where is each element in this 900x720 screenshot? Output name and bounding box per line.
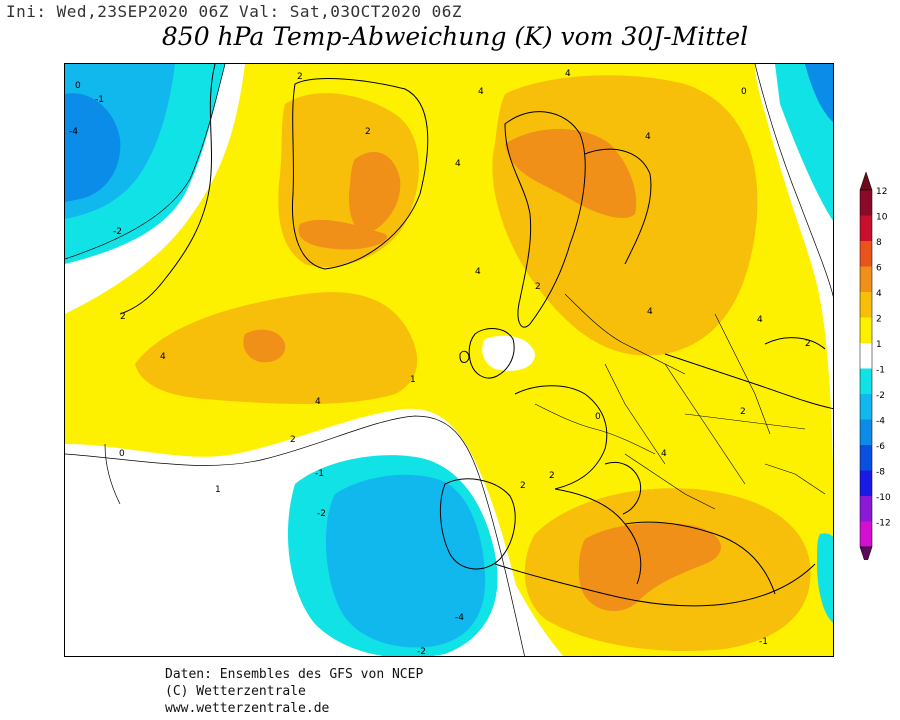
cyan-east — [775, 64, 833, 221]
lightblue-iberian-sea — [325, 474, 486, 648]
contour-labels: 0 -1 -4 -2 2 4 2 4 1 1 0 -1 -2 -4 -2 4 4… — [69, 69, 811, 657]
anomaly-map: 0 -1 -4 -2 2 4 2 4 1 1 0 -1 -2 -4 -2 4 4… — [64, 63, 834, 657]
country-borders — [534, 293, 826, 510]
contour-label: 4 — [647, 307, 653, 317]
legend-swatch — [860, 445, 872, 471]
legend-swatch — [860, 521, 872, 547]
legend-label: 10 — [876, 213, 888, 223]
cyan-southeast — [817, 533, 833, 623]
contour-label: -1 — [759, 637, 768, 647]
legend-swatch — [860, 215, 872, 241]
contour-label: -4 — [455, 613, 464, 623]
chart-title: 850 hPa Temp-Abweichung (K) vom 30J-Mitt… — [161, 22, 749, 51]
contour-label: 4 — [160, 352, 166, 362]
contour-label: 2 — [290, 435, 296, 445]
contour-label: 1 — [215, 485, 221, 495]
legend-swatch — [860, 241, 872, 267]
contour-label: 4 — [565, 69, 571, 79]
legend-label: 6 — [876, 264, 882, 274]
contour-lines — [65, 64, 833, 656]
legend-swatch — [860, 190, 872, 216]
legend-swatch — [860, 496, 872, 522]
blue-canada — [65, 93, 121, 202]
contour-label: 4 — [455, 159, 461, 169]
credits-data-source: Daten: Ensembles des GFS von NCEP — [165, 667, 424, 682]
contour-label: 2 — [297, 72, 303, 82]
legend-label: -1 — [876, 366, 885, 376]
legend-swatch — [860, 470, 872, 496]
legend-label: -4 — [876, 417, 885, 427]
legend-label: 4 — [876, 289, 882, 299]
credits-website: www.wetterzentrale.de — [165, 701, 330, 716]
contour-label: 1 — [410, 375, 416, 385]
legend-swatch — [860, 266, 872, 292]
orange-scandinavia — [505, 129, 637, 219]
legend-swatch — [860, 394, 872, 420]
contour-label: 0 — [75, 81, 81, 91]
contour-label: -1 — [95, 95, 104, 105]
legend-swatch — [860, 292, 872, 318]
legend-arrow-top — [859, 171, 873, 191]
contour-label: 4 — [757, 315, 763, 325]
orange-mediterranean — [578, 522, 722, 612]
orange-greenland-south — [298, 219, 387, 250]
legend-scale: 12 10 8 6 4 2 1 -1 -2 -4 -6 -8 -10 -12 — [859, 171, 891, 560]
legend-label: -8 — [876, 468, 885, 478]
orange-atlantic — [243, 329, 286, 363]
contour-label: 4 — [475, 267, 481, 277]
contour-label: 2 — [549, 471, 555, 481]
init-valid-time: Ini: Wed,23SEP2020 06Z Val: Sat,03OCT202… — [6, 2, 462, 21]
legend-arrow-bottom — [859, 546, 873, 560]
legend-swatch — [860, 419, 872, 445]
legend-label: -2 — [876, 391, 885, 401]
credits-copyright: (C) Wetterzentrale — [165, 684, 306, 699]
coastlines — [119, 64, 833, 607]
map-canvas: 0 -1 -4 -2 2 4 2 4 1 1 0 -1 -2 -4 -2 4 4… — [65, 64, 833, 657]
contour-label: 2 — [535, 282, 541, 292]
contour-label: -4 — [69, 127, 78, 137]
contour-label: 2 — [365, 127, 371, 137]
contour-label: 2 — [805, 339, 811, 349]
contour-label: 4 — [478, 87, 484, 97]
contour-label: 2 — [740, 407, 746, 417]
contour-label: -2 — [113, 227, 122, 237]
legend-label: -12 — [876, 519, 891, 529]
legend-swatch — [860, 317, 872, 343]
legend-label: 12 — [876, 187, 887, 197]
legend-label: -10 — [876, 493, 891, 503]
credits: Daten: Ensembles des GFS von NCEP (C) We… — [165, 666, 423, 717]
orange-greenland — [348, 151, 401, 234]
contour-label: 4 — [645, 132, 651, 142]
contour-label: 0 — [119, 449, 125, 459]
contour-label: 4 — [315, 397, 321, 407]
legend-swatch — [860, 368, 872, 394]
contour-label: 2 — [120, 312, 126, 322]
contour-label: -2 — [417, 647, 426, 657]
contour-label: -1 — [315, 469, 324, 479]
contour-label: 4 — [661, 449, 667, 459]
contour-label: 2 — [520, 481, 526, 491]
contour-label: 0 — [741, 87, 747, 97]
legend-label: 8 — [876, 238, 882, 248]
legend-label: 1 — [876, 340, 882, 350]
contour-label: -2 — [317, 509, 326, 519]
legend-frame — [859, 189, 873, 548]
legend-label: -6 — [876, 442, 885, 452]
blue-east — [805, 64, 833, 123]
contour-label: 0 — [595, 412, 601, 422]
legend-label: 2 — [876, 315, 882, 325]
color-legend: 12 10 8 6 4 2 1 -1 -2 -4 -6 -8 -10 -12 — [852, 170, 898, 560]
legend-swatch — [860, 343, 872, 369]
white-uk — [482, 335, 535, 371]
